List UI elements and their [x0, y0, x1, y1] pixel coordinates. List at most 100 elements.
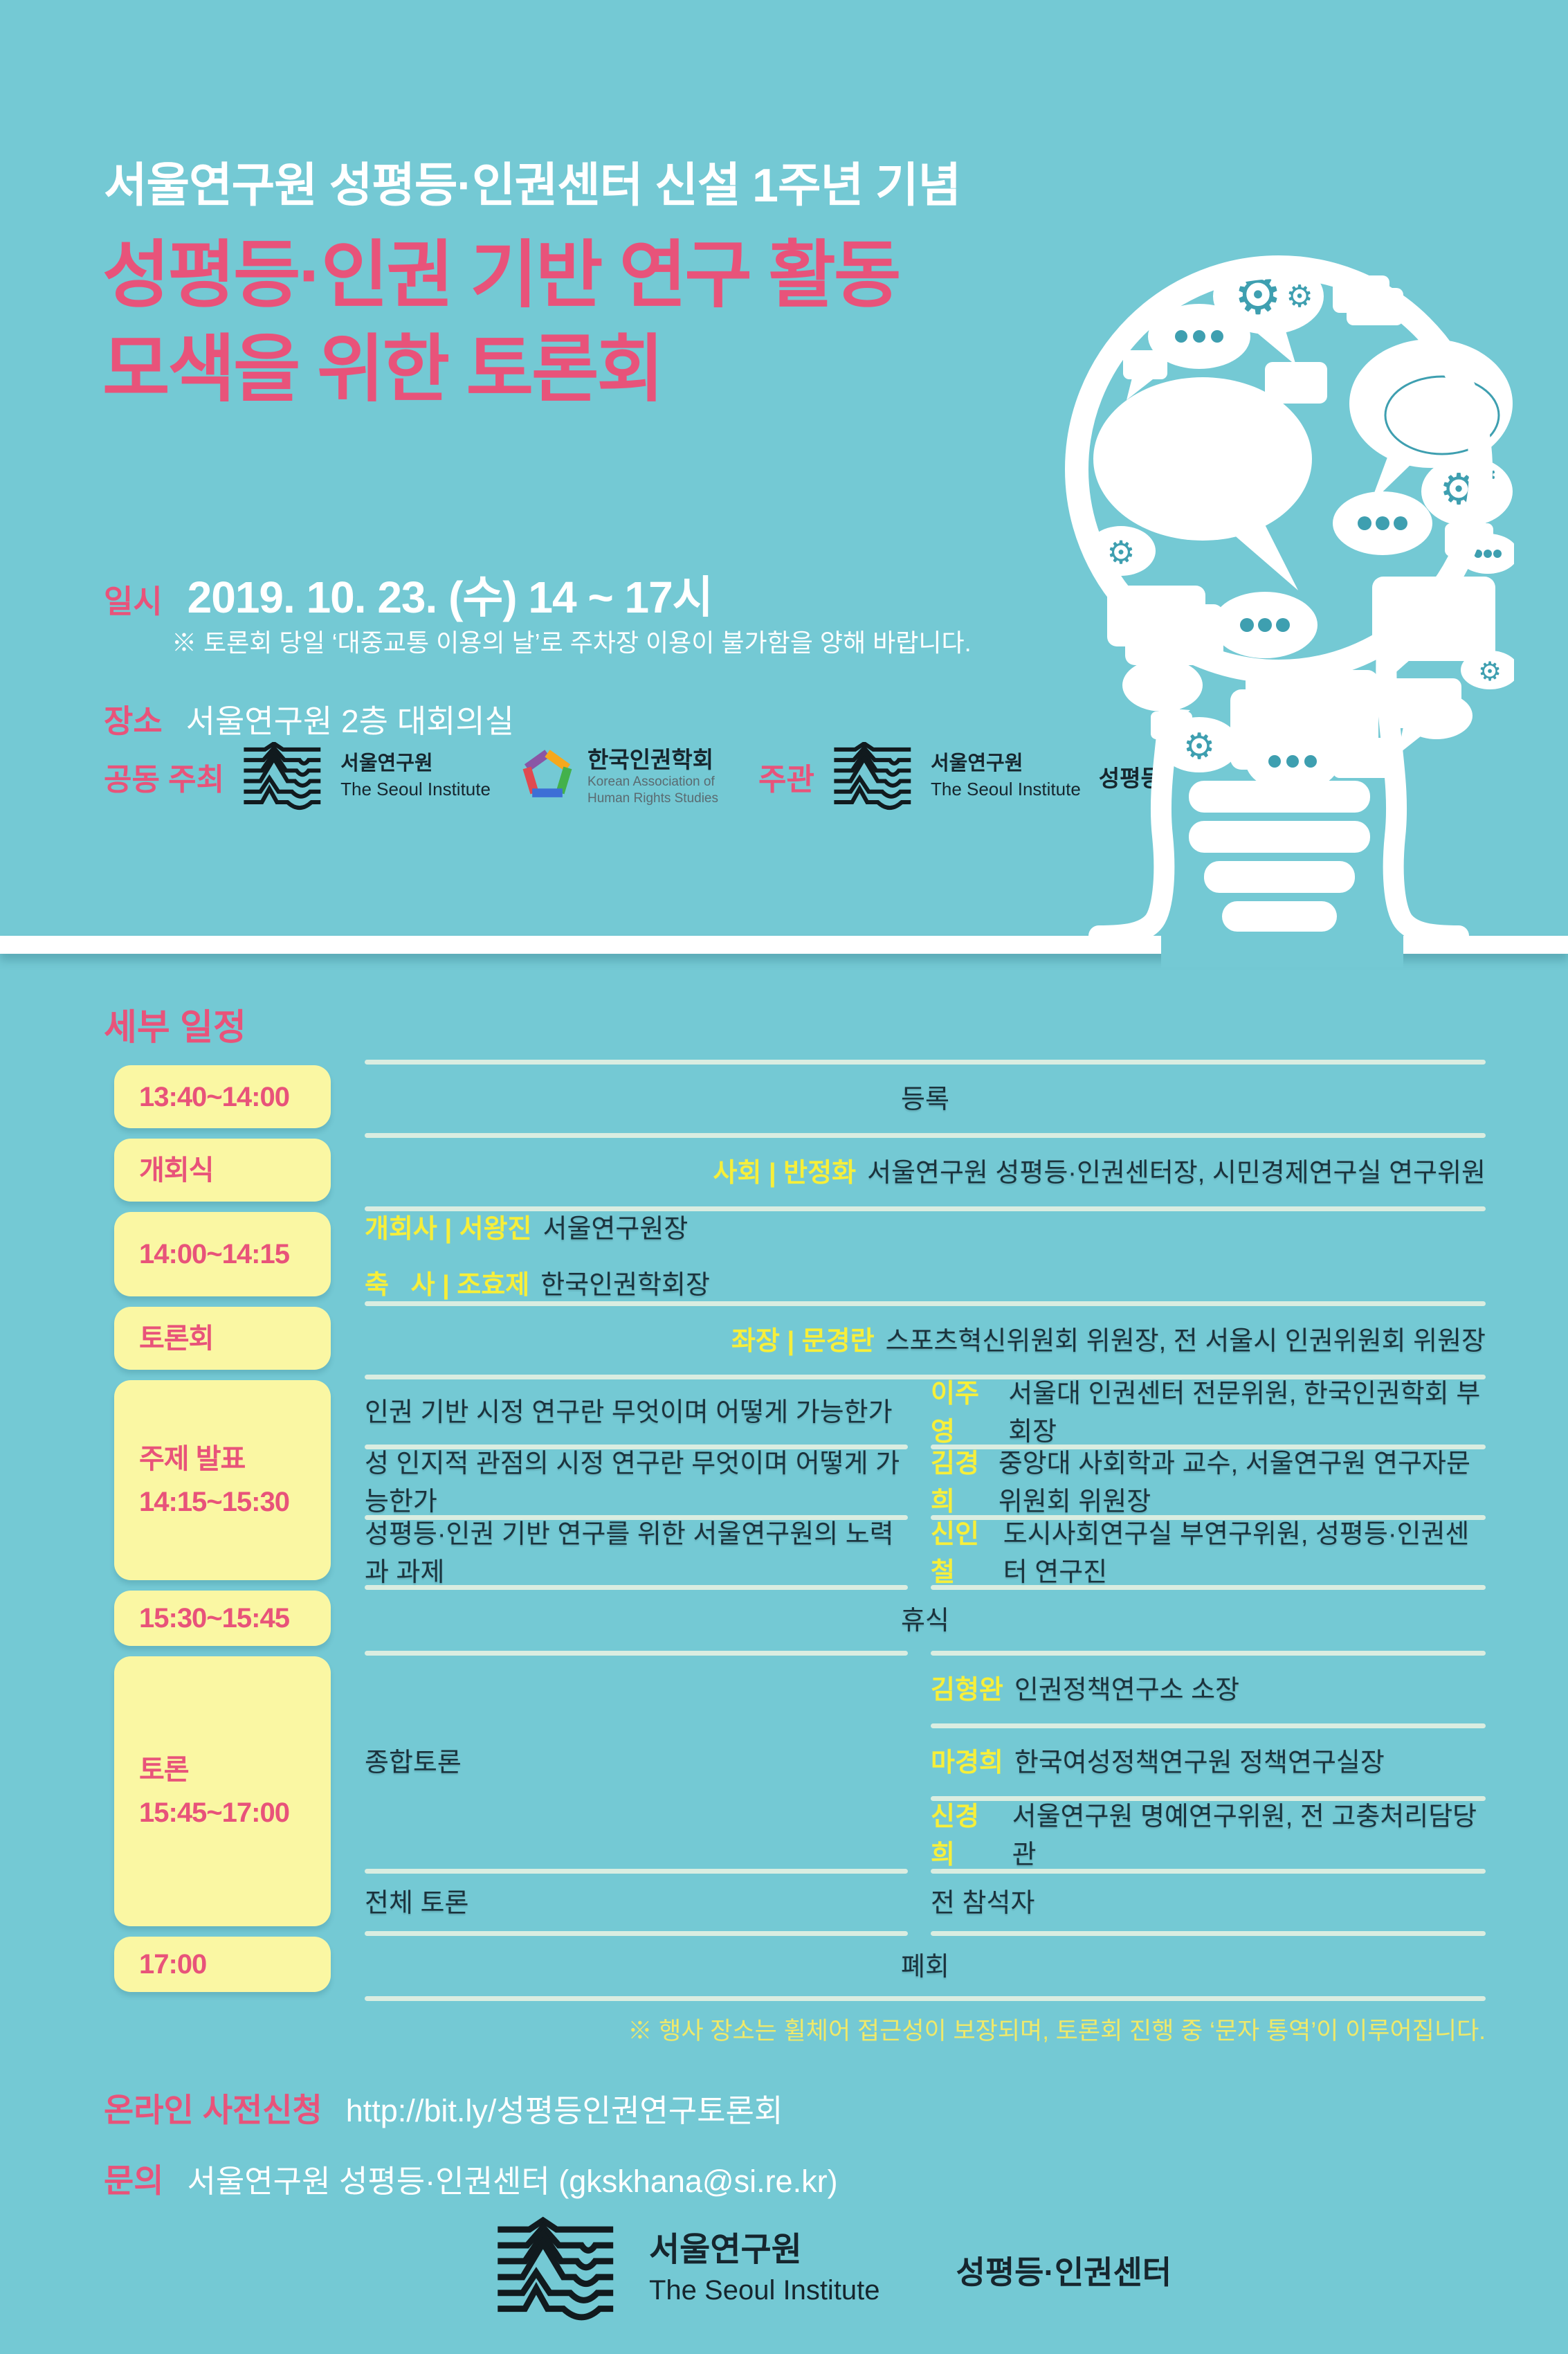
divider — [931, 1931, 1486, 1936]
divider — [931, 1869, 1486, 1874]
date-label: 일시 — [104, 583, 163, 619]
time-sublabel: 14:15~15:30 — [139, 1486, 290, 1517]
speaker-desc: 중앙대 사회학과 교수, 서울연구원 연구자문위원회 위원장 — [998, 1449, 1470, 1516]
congrats-label: 축 사 | 조효제 — [365, 1270, 530, 1300]
topic-text: 성평등·인권 기반 연구를 위한 서울연구원의 노력과 과제 — [365, 1519, 894, 1587]
time-label: 주제 발표 — [139, 1443, 246, 1474]
time-label: 토론회 — [139, 1323, 214, 1354]
speaker-name: 신인철 — [931, 1519, 979, 1587]
group-discussion-label: 종합토론 — [365, 1748, 462, 1777]
contact-row: 문의 서울연구원 성평등·인권센터 (gkskhana@si.re.kr) — [104, 2154, 838, 2202]
seoul-institute-kr: 서울연구원 — [340, 752, 433, 775]
time-label: 14:00~14:15 — [139, 1239, 290, 1269]
discussant-row: 마경희 한국여성정책연구원 정책연구실장 — [931, 1723, 1486, 1796]
svg-text:⚙: ⚙ — [1478, 656, 1502, 687]
divider — [365, 1133, 1486, 1138]
seoul-institute-logo-icon — [834, 742, 911, 811]
time-cell: 14:00~14:15 — [114, 1212, 331, 1296]
seoul-institute-name: 서울연구원 The Seoul Institute — [340, 751, 491, 802]
time-cell: 15:30~15:45 — [114, 1591, 331, 1646]
row-text: 휴식 — [901, 1606, 949, 1636]
poster-title: 성평등·인권 기반 연구 활동 모색을 위한 토론회 — [102, 228, 901, 417]
discussant-desc: 서울연구원 명예연구위원, 전 고충처리담당관 — [1012, 1802, 1477, 1869]
moderator-desc: 서울연구원 성평등·인권센터장, 시민경제연구실 연구위원 — [867, 1158, 1486, 1188]
divider — [931, 1515, 1486, 1520]
divider — [931, 1651, 1486, 1656]
speaker-desc: 서울대 인권센터 전문위원, 한국인권학회 부회장 — [1008, 1379, 1481, 1447]
footer-si-kr: 서울연구원 — [649, 2231, 802, 2268]
speaker-row: 이주영 서울대 인권센터 전문위원, 한국인권학회 부회장 — [931, 1375, 1486, 1447]
full-discussion-participants: 전 참석자 — [931, 1888, 1035, 1918]
apply-row: 온라인 사전신청 http://bit.ly/성평등인권연구토론회 — [104, 2083, 783, 2131]
time-label: 15:30~15:45 — [139, 1603, 290, 1633]
divider — [365, 1206, 1486, 1211]
time-label: 13:40~14:00 — [139, 1081, 290, 1112]
opening-line: 개회사 | 서왕진 서울연구원장 — [365, 1207, 688, 1245]
discussant-desc: 한국여성정책연구원 정책연구실장 — [1014, 1748, 1385, 1777]
time-cell: 17:00 — [114, 1937, 331, 1992]
schedule-table: 13:40~14:00 개회식 14:00~14:15 토론회 주제 발표 14… — [114, 1060, 1486, 2001]
time-cell: 토론 15:45~17:00 — [114, 1656, 331, 1926]
footer-si-en: The Seoul Institute — [649, 2275, 880, 2306]
speaker-row: 김경희 중앙대 사회학과 교수, 서울연구원 연구자문위원회 위원장 — [931, 1445, 1486, 1516]
time-cell: 토론회 — [114, 1307, 331, 1370]
time-label: 토론 — [139, 1755, 190, 1785]
chair-desc: 스포츠혁신위원회 위원장, 전 서울시 인권위원회 위원장 — [885, 1326, 1486, 1356]
divider — [931, 1585, 1486, 1590]
date-row: 일시 2019. 10. 23. (수) 14 ~ 17시 — [104, 562, 713, 626]
venue-label: 장소 — [104, 703, 163, 739]
accessibility-footnote: ※ 행사 장소는 휠체어 접근성이 보장되며, 토론회 진행 중 ‘문자 통역’… — [628, 2018, 1486, 2045]
opening-row: 개회사 | 서왕진 서울연구원장 축 사 | 조효제 한국인권학회장 — [365, 1206, 1486, 1301]
organizer-label: 주관 — [758, 763, 814, 797]
full-discussion-label: 전체 토론 — [365, 1888, 469, 1918]
seoul-institute-kr: 서울연구원 — [930, 752, 1023, 775]
seoul-institute-logo-icon — [244, 742, 321, 811]
footer-logos: 서울연구원 The Seoul Institute 성평등·인권센터 — [495, 2215, 1172, 2326]
congrats-line: 축 사 | 조효제 한국인권학회장 — [365, 1263, 710, 1301]
seoul-institute-name: 서울연구원 The Seoul Institute — [931, 751, 1081, 802]
divider — [365, 1651, 908, 1656]
lightbulb-illustration: ⚙ ⚙ ⚙ ⚙ ⚙ ⚙ ⚙ — [1065, 255, 1514, 968]
row-text: 등록 — [901, 1085, 949, 1114]
divider — [365, 1931, 908, 1936]
seoul-institute-en: The Seoul Institute — [340, 779, 491, 799]
kicker-text: 서울연구원 성평등·인권센터 신설 1주년 기념 — [104, 159, 961, 212]
speaker-row: 신인철 도시사회연구실 부연구위원, 성평등·인권센터 연구진 — [931, 1515, 1486, 1587]
poster-title-line1: 성평등·인권 기반 연구 활동 — [102, 235, 901, 316]
topic-text: 인권 기반 시정 연구란 무엇이며 어떻게 가능한가 — [365, 1398, 893, 1427]
apply-label: 온라인 사전신청 — [104, 2092, 322, 2128]
divider — [365, 1515, 908, 1520]
cohost-label: 공동 주최 — [104, 763, 225, 797]
contact-value: 서울연구원 성평등·인권센터 (gkskhana@si.re.kr) — [187, 2164, 838, 2199]
svg-text:⚙: ⚙ — [1183, 726, 1216, 768]
divider — [365, 1869, 908, 1874]
poster-title-line2: 모색을 위한 토론회 — [102, 329, 664, 410]
kahrs-kr: 한국인권학회 — [587, 747, 714, 772]
footer-center-name: 성평등·인권센터 — [956, 2254, 1172, 2290]
hosts-row: 공동 주최 서울연구원 The Seoul Institute — [104, 735, 1253, 818]
moderator-row: 사회 | 반정화 서울연구원 성평등·인권센터장, 시민경제연구실 연구위원 — [365, 1133, 1486, 1206]
divider — [365, 1301, 1486, 1306]
venue-value: 서울연구원 2층 대회의실 — [185, 703, 514, 739]
kahrs-en1: Korean Association of — [587, 775, 715, 789]
discussant-name: 김형완 — [931, 1676, 1003, 1705]
discussant-name: 신경희 — [931, 1802, 979, 1869]
divider — [365, 1996, 1486, 2001]
chair-row: 좌장 | 문경란 스포츠혁신위원회 위원장, 전 서울시 인권위원회 위원장 — [365, 1301, 1486, 1375]
seoul-institute-en: The Seoul Institute — [930, 779, 1081, 799]
kahrs-name: 한국인권학회 Korean Association of Human Right… — [587, 746, 718, 807]
date-note: ※ 토론회 당일 ‘대중교통 이용의 날’로 주차장 이용이 불가함을 양해 바… — [172, 628, 972, 657]
seoul-institute-logo-icon — [498, 2216, 614, 2321]
kahrs-logo-icon — [522, 750, 572, 797]
topic-text: 성 인지적 관점의 시정 연구란 무엇이며 어떻게 가능한가 — [365, 1449, 900, 1516]
apply-url-link[interactable]: http://bit.ly/성평등인권연구토론회 — [345, 2093, 783, 2128]
divider — [365, 1060, 1486, 1065]
venue-row: 장소 서울연구원 2층 대회의실 — [104, 696, 514, 742]
discussant-row: 김형완 인권정책연구소 소장 — [931, 1651, 1486, 1723]
row-text: 폐회 — [901, 1952, 949, 1982]
time-sublabel: 15:45~17:00 — [139, 1798, 290, 1828]
divider — [931, 1445, 1486, 1449]
time-cell: 개회식 — [114, 1139, 331, 1202]
time-label: 17:00 — [139, 1949, 207, 1980]
